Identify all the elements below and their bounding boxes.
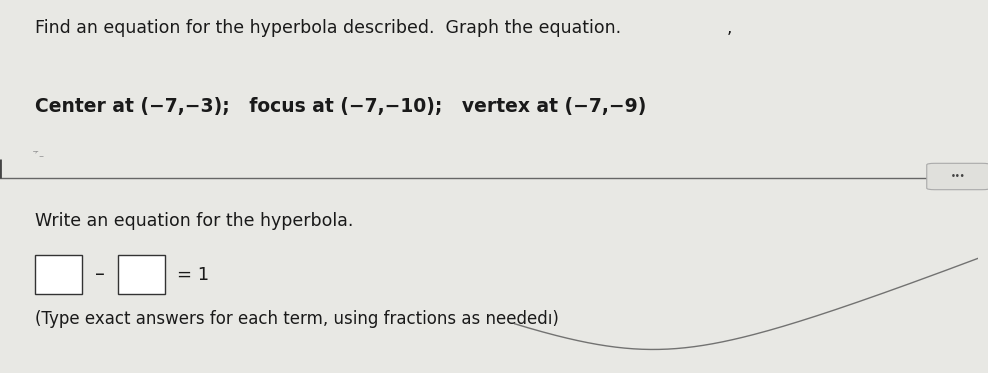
FancyBboxPatch shape (927, 163, 988, 190)
FancyBboxPatch shape (118, 255, 165, 294)
Text: Find an equation for the hyperbola described.  Graph the equation.: Find an equation for the hyperbola descr… (35, 19, 620, 37)
Text: –: – (95, 265, 105, 284)
Text: Center at (−7,−3);   focus at (−7,−10);   vertex at (−7,−9): Center at (−7,−3); focus at (−7,−10); ve… (35, 97, 646, 116)
Text: •••: ••• (951, 172, 965, 181)
Text: = 1: = 1 (177, 266, 209, 283)
Text: ’̅ –: ’̅ – (35, 151, 44, 161)
Text: (Type exact answers for each term, using fractions as neededı): (Type exact answers for each term, using… (35, 310, 558, 328)
Text: Write an equation for the hyperbola.: Write an equation for the hyperbola. (35, 212, 353, 230)
FancyBboxPatch shape (35, 255, 82, 294)
Text: ,: , (727, 19, 733, 37)
